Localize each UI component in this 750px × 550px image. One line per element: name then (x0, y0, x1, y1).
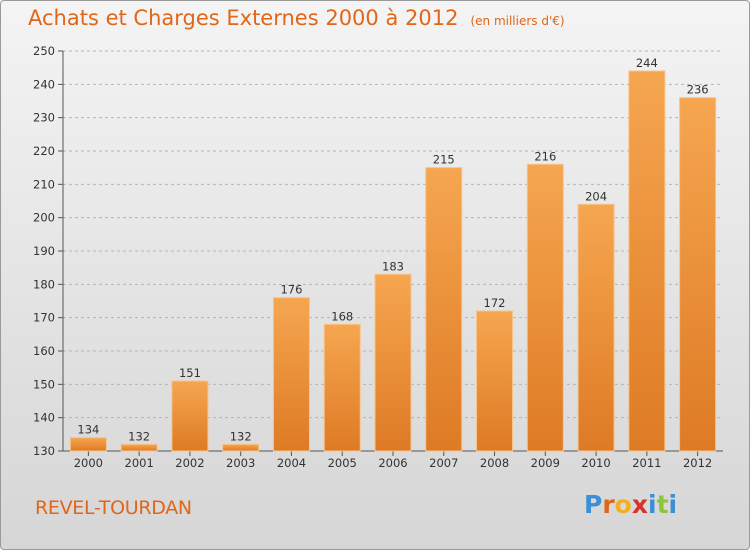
logo-letter: r (602, 490, 615, 519)
value-label-2003: 132 (230, 429, 252, 443)
y-tick-label-220: 220 (33, 144, 55, 158)
x-tick-label-2009: 2009 (531, 456, 560, 470)
value-label-2002: 151 (179, 366, 201, 380)
value-label-2004: 176 (280, 283, 302, 297)
value-label-2001: 132 (128, 429, 150, 443)
y-tick-label-150: 150 (33, 377, 55, 391)
x-tick-label-2006: 2006 (378, 456, 407, 470)
y-tick-label-250: 250 (33, 44, 55, 58)
logo-letter: x (631, 490, 648, 519)
bar-2012 (679, 97, 717, 452)
y-tick-label-140: 140 (33, 411, 55, 425)
x-tick-label-2000: 2000 (74, 456, 103, 470)
value-label-2006: 183 (382, 259, 404, 273)
bar-2000 (69, 437, 107, 452)
bar-2003 (222, 443, 260, 452)
value-label-2009: 216 (534, 149, 556, 163)
bar-2007 (425, 167, 463, 452)
y-tick-label-130: 130 (33, 444, 55, 458)
bar-2001 (120, 443, 158, 452)
x-tick-label-2002: 2002 (175, 456, 204, 470)
title-text: Achats et Charges Externes 2000 à 2012 (28, 6, 459, 30)
bar-2005 (323, 323, 361, 452)
y-tick-label-160: 160 (33, 344, 55, 358)
bar-2004 (272, 297, 310, 452)
logo-letter: P (584, 490, 603, 519)
bar-2006 (374, 273, 412, 452)
y-tick-label-200: 200 (33, 211, 55, 225)
proxiti-logo[interactable]: Proxiti (584, 490, 677, 519)
y-tick-label-210: 210 (33, 177, 55, 191)
value-label-2007: 215 (433, 153, 455, 167)
y-tick-label-240: 240 (33, 77, 55, 91)
value-label-2005: 168 (331, 309, 353, 323)
x-tick-label-2008: 2008 (480, 456, 509, 470)
x-tick-label-2007: 2007 (429, 456, 458, 470)
value-label-2000: 134 (77, 423, 99, 437)
x-tick-label-2004: 2004 (277, 456, 306, 470)
x-tick-label-2012: 2012 (683, 456, 712, 470)
value-label-2008: 172 (484, 296, 506, 310)
bar-2008 (476, 310, 514, 452)
y-tick-label-180: 180 (33, 277, 55, 291)
logo-letter: t (656, 490, 669, 519)
x-tick-label-2011: 2011 (632, 456, 661, 470)
value-label-2012: 236 (687, 83, 709, 97)
value-label-2010: 204 (585, 189, 607, 203)
x-tick-label-2010: 2010 (581, 456, 610, 470)
logo-letter: i (668, 490, 678, 519)
x-tick-label-2003: 2003 (226, 456, 255, 470)
y-tick-label-190: 190 (33, 244, 55, 258)
x-tick-label-2005: 2005 (328, 456, 357, 470)
location-label: REVEL-TOURDAN (35, 497, 192, 519)
value-label-2011: 244 (636, 56, 658, 70)
x-tick-label-2001: 2001 (125, 456, 154, 470)
bar-2010 (577, 203, 615, 452)
logo-letter: i (648, 490, 657, 519)
bars: 134 132 151 132 176 168 183 215 172 216 204 244 236 (69, 56, 717, 452)
y-tick-label-230: 230 (33, 111, 55, 125)
logo-letter: o (614, 490, 632, 519)
bar-2009 (526, 163, 564, 452)
bar-2011 (628, 70, 666, 452)
chart-subtitle: (en milliers d'€) (470, 14, 565, 28)
bar-2002 (171, 380, 209, 452)
chart-title: Achats et Charges Externes 2000 à 2012 (e… (28, 6, 565, 30)
y-tick-label-170: 170 (33, 311, 55, 325)
